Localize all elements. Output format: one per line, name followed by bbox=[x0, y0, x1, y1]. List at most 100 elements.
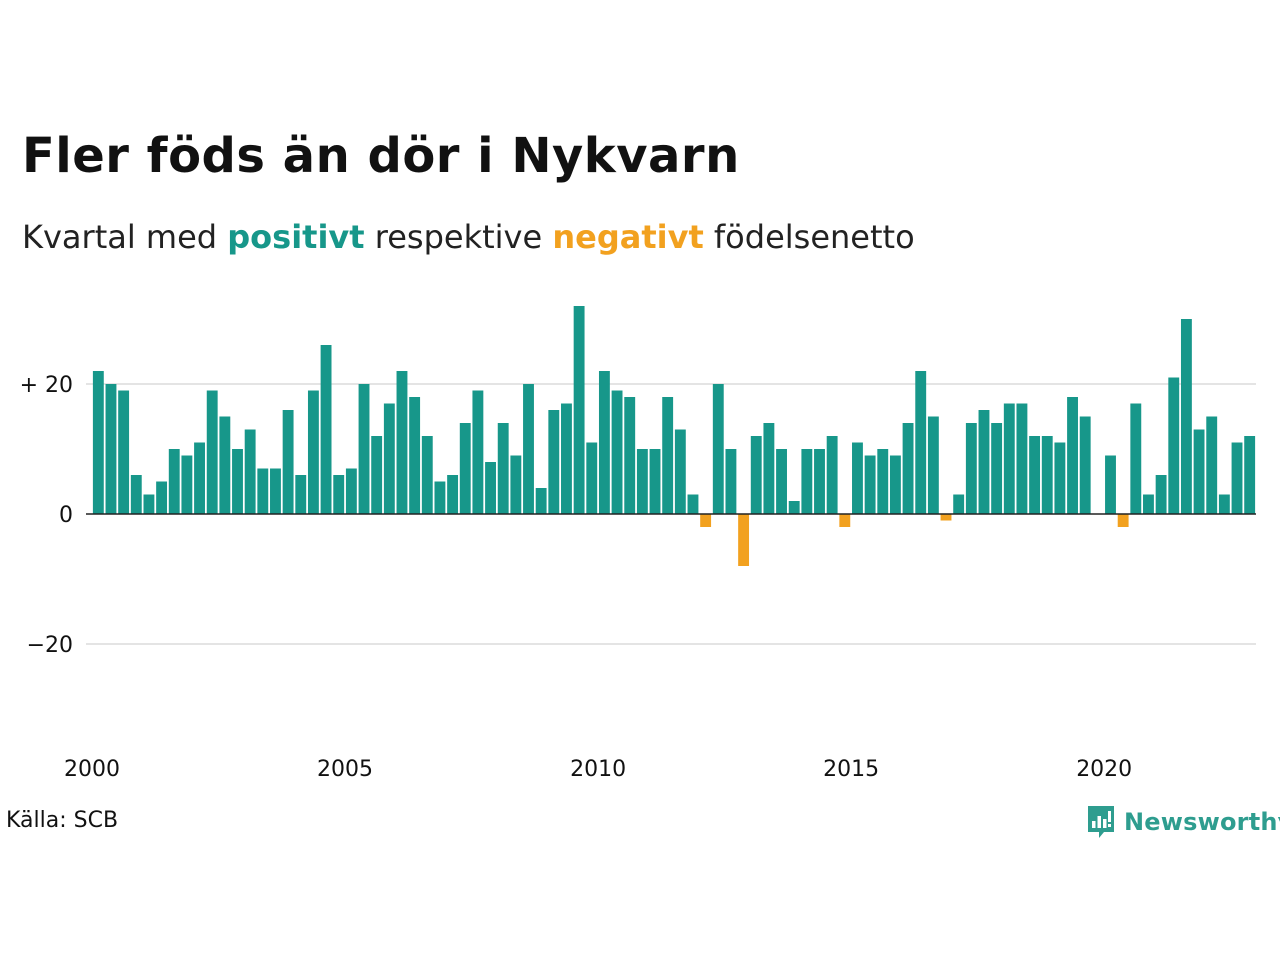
bar bbox=[1244, 436, 1256, 514]
chart-subtitle: Kvartal med positivt respektive negativt… bbox=[22, 218, 915, 256]
subtitle-positive: positivt bbox=[227, 218, 365, 256]
bar bbox=[358, 384, 370, 514]
bar bbox=[776, 449, 787, 514]
bar bbox=[1079, 416, 1091, 514]
bar bbox=[561, 403, 572, 514]
bar bbox=[194, 442, 205, 514]
brand-name: Newsworthy bbox=[1124, 808, 1280, 836]
bar bbox=[624, 397, 636, 514]
x-tick-label: 2000 bbox=[64, 757, 120, 782]
axes: + 20 0 −20 2000 2005 2010 2015 2020 bbox=[20, 373, 1256, 782]
bar bbox=[156, 481, 168, 514]
source-note: Källa: SCB bbox=[6, 808, 119, 833]
bars bbox=[92, 306, 1256, 566]
bar bbox=[1041, 436, 1053, 514]
y-tick-label: + 20 bbox=[20, 373, 73, 398]
bar bbox=[244, 429, 256, 514]
bar bbox=[674, 429, 686, 514]
bar bbox=[1029, 436, 1041, 514]
bar bbox=[1206, 416, 1218, 514]
subtitle-middle: respektive bbox=[364, 218, 553, 256]
bar bbox=[232, 449, 243, 514]
bar bbox=[219, 416, 231, 514]
bar bbox=[712, 384, 724, 514]
bar bbox=[687, 494, 699, 514]
bar bbox=[143, 494, 155, 514]
bar bbox=[940, 514, 952, 521]
bar-chart-speech-bubble-icon bbox=[1088, 806, 1114, 838]
bar bbox=[409, 397, 421, 514]
bar bbox=[1168, 377, 1180, 514]
bar bbox=[598, 371, 610, 514]
bar bbox=[801, 449, 813, 514]
bar bbox=[497, 423, 509, 514]
bar bbox=[510, 455, 522, 514]
x-tick-label: 2020 bbox=[1076, 757, 1132, 782]
bar bbox=[257, 468, 269, 514]
bar bbox=[421, 436, 433, 514]
subtitle-prefix: Kvartal med bbox=[22, 218, 228, 256]
subtitle-suffix: födelsenetto bbox=[703, 218, 915, 256]
bar bbox=[307, 390, 319, 514]
bar bbox=[434, 481, 446, 514]
x-tick-label: 2015 bbox=[823, 757, 879, 782]
bar bbox=[548, 410, 560, 514]
bar bbox=[1155, 475, 1167, 514]
bar bbox=[105, 384, 117, 514]
bar bbox=[839, 514, 851, 527]
brand-logo: Newsworthy bbox=[1086, 802, 1280, 842]
bar bbox=[523, 384, 534, 514]
bar bbox=[1117, 514, 1129, 527]
bar bbox=[750, 436, 762, 514]
bar bbox=[1143, 494, 1154, 514]
bar bbox=[1218, 494, 1230, 514]
bar bbox=[396, 371, 408, 514]
subtitle-negative: negativt bbox=[552, 218, 704, 256]
bar bbox=[662, 397, 674, 514]
bar bbox=[1180, 319, 1192, 514]
bar bbox=[826, 436, 838, 514]
bar bbox=[168, 449, 180, 514]
bar bbox=[447, 475, 459, 514]
bar bbox=[92, 371, 104, 514]
bar bbox=[1016, 403, 1028, 514]
bar bbox=[611, 390, 623, 514]
bar bbox=[371, 436, 383, 514]
bar bbox=[991, 423, 1003, 514]
bar bbox=[535, 488, 547, 514]
bar bbox=[206, 390, 218, 514]
bar bbox=[345, 468, 357, 514]
bar bbox=[459, 423, 471, 514]
bar bbox=[953, 494, 965, 514]
bar bbox=[700, 514, 712, 527]
bar bbox=[1054, 442, 1066, 514]
bar bbox=[130, 475, 142, 514]
gridlines bbox=[86, 383, 1256, 645]
bar bbox=[763, 423, 775, 514]
bar bbox=[1231, 442, 1243, 514]
bar bbox=[852, 442, 863, 514]
x-tick-label: 2010 bbox=[570, 757, 626, 782]
bar bbox=[282, 410, 294, 514]
bar bbox=[965, 423, 977, 514]
bar bbox=[1130, 403, 1142, 514]
bar bbox=[383, 403, 395, 514]
bar bbox=[1105, 455, 1116, 514]
y-tick-label: −20 bbox=[27, 633, 73, 658]
x-tick-label: 2005 bbox=[317, 757, 373, 782]
bar bbox=[725, 449, 737, 514]
bar bbox=[320, 345, 332, 514]
bar bbox=[649, 449, 661, 514]
bar bbox=[978, 410, 990, 514]
bar bbox=[485, 462, 496, 514]
bar bbox=[915, 371, 927, 514]
y-tick-label: 0 bbox=[59, 503, 73, 528]
bar-chart: + 20 0 −20 2000 2005 2010 2015 2020 bbox=[20, 306, 1256, 782]
bar bbox=[636, 449, 648, 514]
chart-title: Fler föds än dör i Nykvarn bbox=[22, 128, 740, 184]
bar bbox=[814, 449, 825, 514]
bar bbox=[181, 455, 193, 514]
bar bbox=[1003, 403, 1015, 514]
bar bbox=[864, 455, 876, 514]
bar bbox=[472, 390, 484, 514]
